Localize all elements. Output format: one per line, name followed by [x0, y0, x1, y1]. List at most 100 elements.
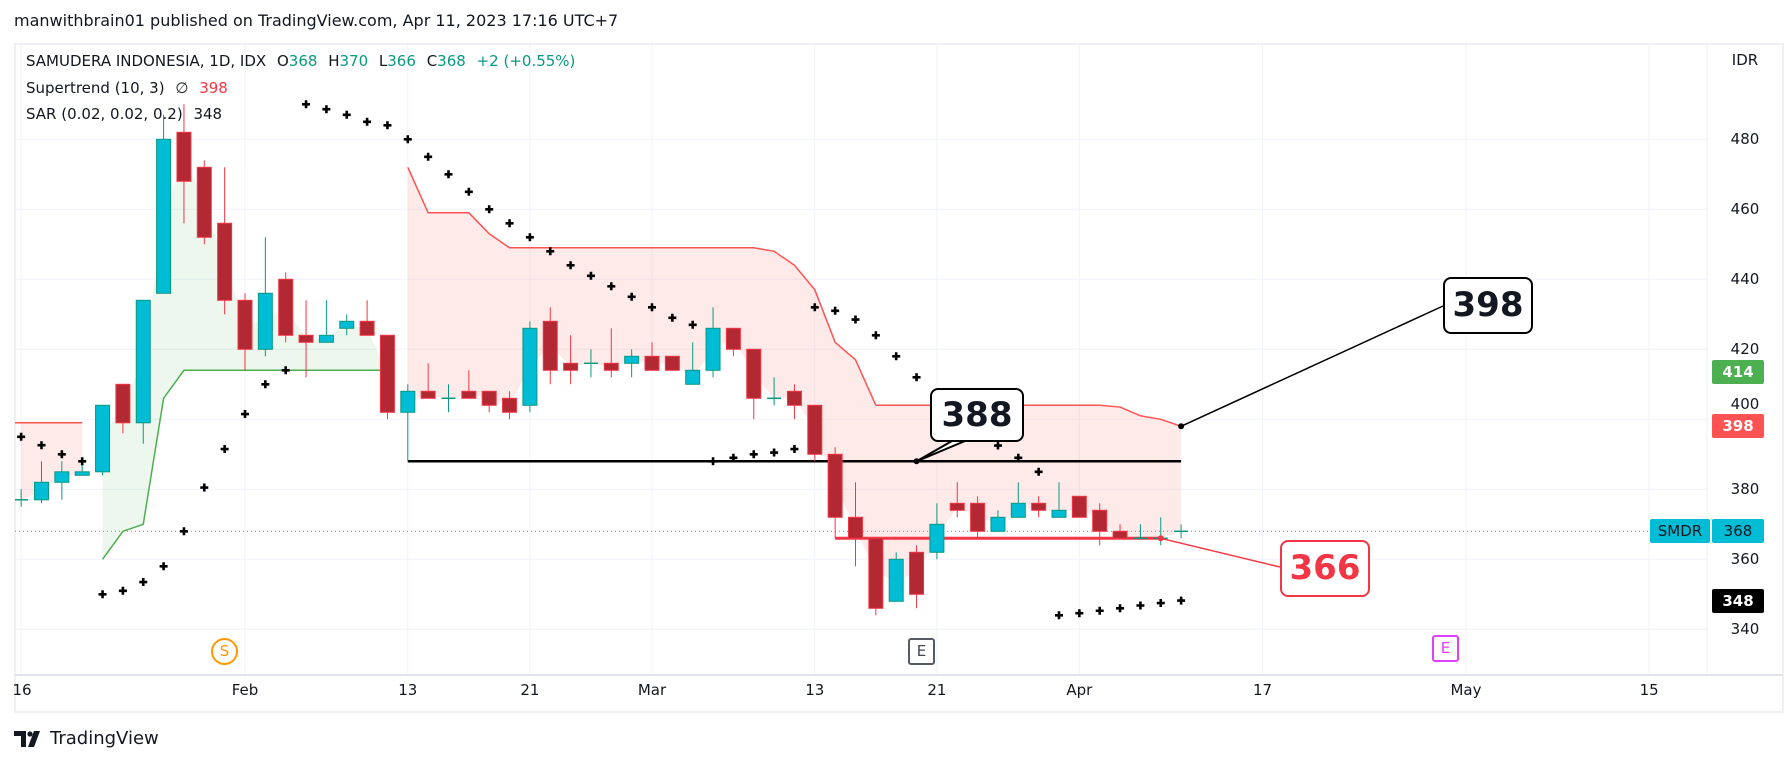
candle — [807, 404, 823, 462]
sar-dot — [37, 441, 46, 450]
candle — [502, 391, 518, 420]
candle-body — [318, 334, 334, 343]
sar-dot — [607, 282, 616, 291]
supertrend-name[interactable]: Supertrend (10, 3) — [26, 79, 165, 97]
candle — [624, 349, 640, 378]
candle-body — [74, 471, 90, 476]
sar-dot — [342, 110, 351, 119]
candle — [278, 272, 294, 343]
candle — [929, 503, 945, 560]
candle-body — [746, 348, 762, 399]
callout-366[interactable]: 366 — [1280, 540, 1370, 597]
sar-dot — [546, 247, 555, 256]
candle — [746, 348, 762, 420]
legend-sar-row[interactable]: SAR (0.02, 0.02, 0.2) 348 — [26, 105, 228, 123]
earnings-marker[interactable]: E — [908, 638, 935, 665]
sar-dot — [464, 187, 473, 196]
sar-dot — [78, 457, 87, 466]
candle — [644, 342, 660, 371]
candle-body — [1071, 495, 1087, 518]
sar-dot — [566, 261, 575, 270]
candle-body — [624, 355, 640, 364]
sar-dot — [179, 527, 188, 536]
price-tick-label: 480 — [1730, 130, 1760, 149]
candle — [1071, 495, 1087, 518]
earnings-future-marker[interactable]: E — [1432, 635, 1459, 662]
horizontal-lines[interactable] — [407, 460, 1182, 540]
callout-398-leader — [1180, 305, 1444, 427]
candle-body — [420, 390, 436, 399]
candle — [848, 482, 863, 567]
candle — [135, 299, 151, 444]
high-value: 370 — [339, 52, 369, 70]
sar-dot — [790, 445, 799, 454]
time-tick-label: 17 — [1252, 681, 1273, 699]
candle — [237, 293, 253, 371]
sar-dot — [17, 432, 26, 441]
sar-dot — [1034, 467, 1043, 476]
time-tick-label: 21 — [927, 681, 947, 699]
candle-body — [868, 537, 884, 609]
candle — [888, 552, 904, 602]
sar-name[interactable]: SAR (0.02, 0.02, 0.2) — [26, 105, 183, 123]
symbol-name[interactable]: SAMUDERA INDONESIA, 1D, IDX — [26, 52, 267, 70]
candle-body — [786, 390, 802, 406]
sar-dot — [709, 457, 718, 466]
legend-supertrend-row[interactable]: Supertrend (10, 3) ∅ 398 — [26, 79, 234, 97]
candle — [1092, 503, 1108, 546]
sar-dot — [851, 315, 860, 324]
sar-dot — [1075, 609, 1084, 618]
split-marker[interactable]: S — [211, 638, 238, 665]
candle-body — [34, 481, 49, 501]
sar-dot — [424, 152, 433, 161]
candle — [868, 537, 884, 616]
sar-dot — [383, 121, 392, 130]
candle — [542, 307, 558, 385]
callout-388[interactable]: 388 — [930, 388, 1024, 442]
candle — [34, 461, 49, 504]
candle — [603, 328, 619, 378]
sar-dot — [159, 562, 168, 571]
candle — [176, 104, 192, 224]
open-value: 368 — [288, 52, 318, 70]
tradingview-logo[interactable]: TradingView — [14, 728, 159, 749]
candle — [115, 383, 131, 434]
sar-dot — [118, 586, 127, 595]
candle-body — [563, 362, 579, 371]
candle — [74, 464, 90, 476]
price-tick-label: 420 — [1730, 340, 1760, 359]
candle — [318, 300, 334, 343]
sar-dot — [810, 303, 819, 312]
sar-dot — [200, 483, 209, 492]
candle-body — [278, 278, 294, 336]
open-label: O — [276, 52, 289, 70]
candle — [461, 370, 477, 399]
candle-body — [237, 299, 253, 350]
candle-body — [644, 355, 660, 371]
sar-dot — [1116, 604, 1125, 613]
candle-body — [1112, 530, 1128, 539]
candle — [705, 307, 721, 378]
sar-dot — [1095, 606, 1104, 615]
sar-dot — [261, 380, 270, 389]
candle — [949, 482, 965, 518]
sar-dot — [668, 313, 677, 322]
symbol-price-label: SMDR — [1650, 519, 1710, 543]
candle — [664, 355, 680, 371]
callout-366-leader — [1160, 537, 1281, 568]
supertrend-fill-down — [407, 167, 1182, 581]
candle — [522, 321, 538, 413]
candle — [1133, 524, 1148, 540]
time-tick-label: May — [1450, 681, 1482, 699]
sar-dot — [220, 445, 229, 454]
time-tick-label: 13 — [805, 681, 825, 699]
sar-dot — [770, 448, 779, 457]
candle-body — [1010, 502, 1026, 518]
callout-398[interactable]: 398 — [1443, 277, 1533, 334]
supertrend-fills — [21, 156, 1182, 581]
candle-body — [990, 516, 1006, 532]
candle-body — [888, 558, 904, 602]
sar-dot — [627, 292, 636, 301]
supertrend-down-price-label: 398 — [1712, 414, 1764, 438]
